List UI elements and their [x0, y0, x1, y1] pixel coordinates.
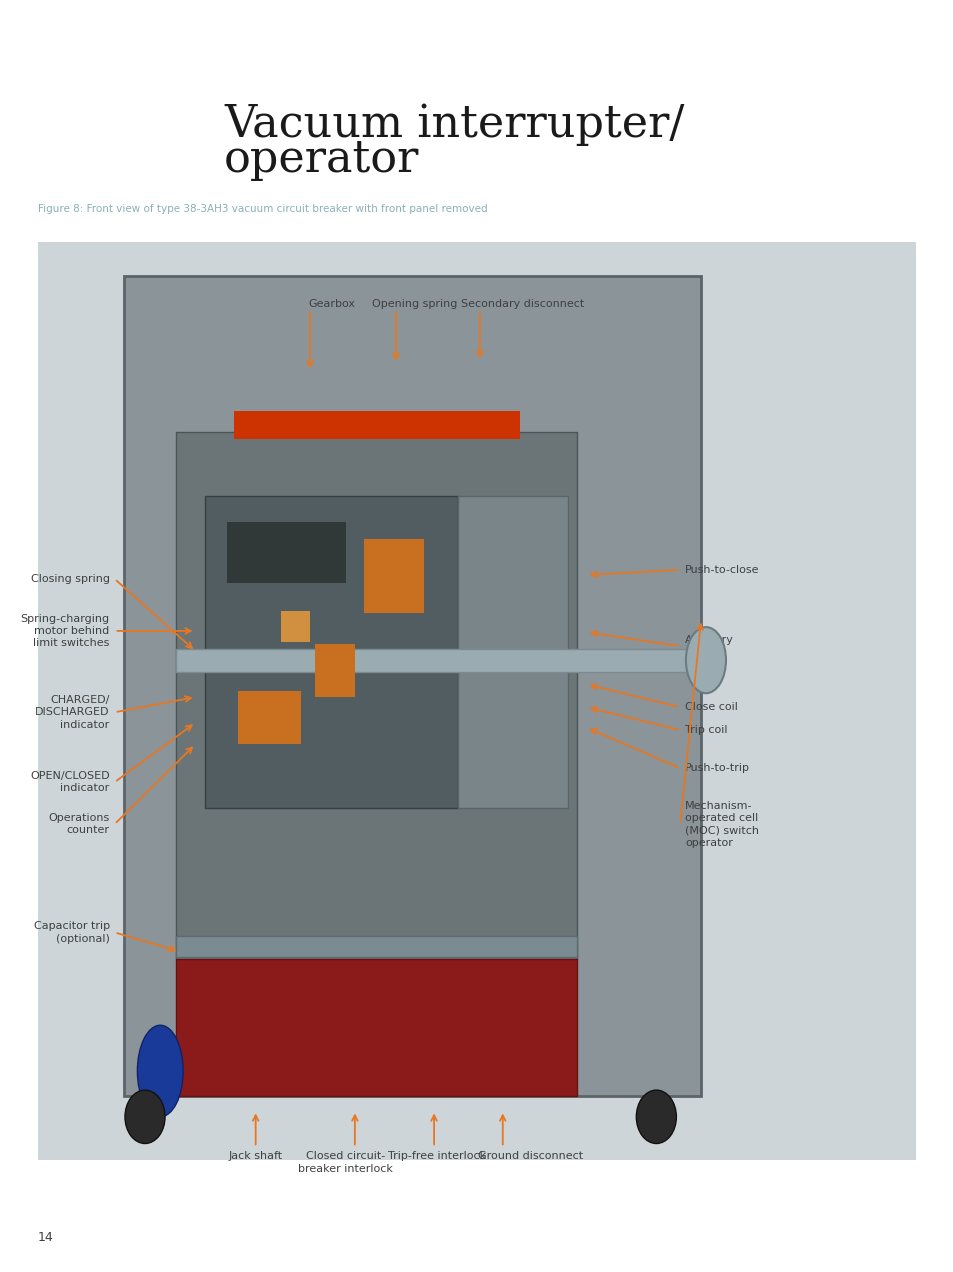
- Ellipse shape: [636, 1090, 676, 1144]
- Text: Trip coil: Trip coil: [684, 725, 727, 735]
- FancyBboxPatch shape: [124, 276, 700, 1096]
- Text: Gearbox: Gearbox: [308, 299, 355, 309]
- FancyBboxPatch shape: [457, 496, 567, 808]
- FancyBboxPatch shape: [314, 644, 355, 697]
- Text: operator: operator: [224, 137, 419, 181]
- FancyBboxPatch shape: [176, 959, 577, 1096]
- FancyBboxPatch shape: [227, 522, 346, 583]
- FancyBboxPatch shape: [238, 691, 300, 744]
- FancyBboxPatch shape: [38, 242, 915, 1160]
- FancyBboxPatch shape: [205, 496, 457, 808]
- FancyBboxPatch shape: [364, 539, 423, 613]
- FancyBboxPatch shape: [233, 411, 519, 439]
- Text: Auxiliary
switch: Auxiliary switch: [684, 635, 733, 658]
- Text: Push-to-trip: Push-to-trip: [684, 763, 749, 773]
- Ellipse shape: [685, 627, 725, 693]
- Text: Closing spring: Closing spring: [30, 574, 110, 584]
- Text: Ground disconnect: Ground disconnect: [477, 1151, 582, 1161]
- Text: Mechanism-
operated cell
(MOC) switch
operator: Mechanism- operated cell (MOC) switch op…: [684, 800, 759, 848]
- Text: OPEN/CLOSED
indicator: OPEN/CLOSED indicator: [30, 771, 110, 794]
- Text: Operations
counter: Operations counter: [49, 813, 110, 836]
- Text: Secondary disconnect: Secondary disconnect: [460, 299, 584, 309]
- Text: Close coil: Close coil: [684, 702, 737, 712]
- Ellipse shape: [125, 1090, 165, 1144]
- FancyBboxPatch shape: [281, 611, 310, 642]
- Ellipse shape: [137, 1025, 183, 1117]
- FancyBboxPatch shape: [176, 432, 577, 960]
- Text: Vacuum interrupter/: Vacuum interrupter/: [224, 103, 684, 146]
- Text: Closed circuit-
breaker interlock: Closed circuit- breaker interlock: [297, 1151, 393, 1174]
- Text: Spring-charging
motor behind
limit switches: Spring-charging motor behind limit switc…: [21, 613, 110, 649]
- Text: Opening spring: Opening spring: [372, 299, 457, 309]
- Text: Capacitor trip
(optional): Capacitor trip (optional): [33, 921, 110, 944]
- Text: Trip-free interlock: Trip-free interlock: [388, 1151, 485, 1161]
- Text: CHARGED/
DISCHARGED
indicator: CHARGED/ DISCHARGED indicator: [35, 695, 110, 730]
- Text: Figure 8: Front view of type 38-3AH3 vacuum circuit breaker with front panel rem: Figure 8: Front view of type 38-3AH3 vac…: [38, 204, 487, 214]
- Text: Jack shaft: Jack shaft: [229, 1151, 282, 1161]
- Text: 14: 14: [38, 1231, 54, 1244]
- Text: Push-to-close: Push-to-close: [684, 565, 759, 575]
- FancyBboxPatch shape: [176, 936, 577, 957]
- FancyBboxPatch shape: [176, 649, 705, 672]
